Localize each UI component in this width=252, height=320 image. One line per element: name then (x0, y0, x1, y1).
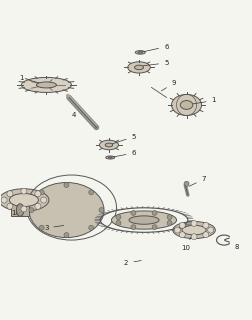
Circle shape (88, 225, 93, 230)
Circle shape (39, 190, 44, 195)
Text: 10: 10 (11, 203, 22, 216)
Text: 10: 10 (181, 233, 192, 251)
Text: 7: 7 (188, 176, 205, 186)
Circle shape (166, 215, 171, 220)
Ellipse shape (36, 82, 56, 88)
Circle shape (115, 215, 120, 220)
Circle shape (151, 210, 156, 215)
Circle shape (131, 225, 135, 230)
Ellipse shape (181, 225, 205, 235)
Text: 6: 6 (112, 150, 136, 157)
Bar (11, 204, 29, 216)
Text: 1: 1 (19, 75, 44, 84)
Circle shape (7, 191, 13, 197)
Ellipse shape (16, 204, 24, 216)
Circle shape (183, 181, 188, 186)
Ellipse shape (129, 216, 159, 224)
Circle shape (21, 206, 27, 212)
Ellipse shape (111, 211, 176, 229)
Ellipse shape (180, 100, 192, 109)
Circle shape (174, 227, 180, 233)
Ellipse shape (171, 94, 201, 116)
Text: 5: 5 (111, 134, 135, 144)
Ellipse shape (134, 65, 143, 70)
Circle shape (35, 203, 41, 209)
Circle shape (151, 225, 156, 230)
Ellipse shape (135, 51, 145, 54)
Ellipse shape (9, 194, 38, 207)
Circle shape (64, 182, 69, 188)
Circle shape (166, 220, 171, 226)
Circle shape (131, 210, 135, 215)
Circle shape (115, 220, 120, 226)
Circle shape (179, 232, 184, 238)
Circle shape (99, 208, 104, 212)
Circle shape (64, 233, 69, 237)
Circle shape (207, 227, 213, 233)
Circle shape (190, 234, 196, 240)
Circle shape (7, 203, 13, 209)
Text: 3: 3 (44, 225, 64, 231)
Ellipse shape (105, 156, 114, 159)
Ellipse shape (29, 182, 104, 237)
Circle shape (41, 197, 47, 203)
Ellipse shape (99, 140, 118, 150)
Ellipse shape (172, 221, 214, 239)
Circle shape (179, 222, 184, 228)
Ellipse shape (137, 52, 142, 53)
Text: 8: 8 (228, 241, 238, 250)
Text: 9: 9 (161, 80, 175, 91)
Circle shape (190, 220, 196, 227)
Ellipse shape (0, 189, 49, 211)
Ellipse shape (105, 143, 112, 147)
Circle shape (35, 191, 41, 197)
Circle shape (202, 232, 208, 238)
Text: 5: 5 (142, 60, 168, 66)
Circle shape (88, 190, 93, 195)
Circle shape (21, 188, 27, 194)
Ellipse shape (127, 62, 150, 73)
Circle shape (39, 225, 44, 230)
Ellipse shape (21, 77, 71, 92)
Circle shape (202, 222, 208, 228)
Ellipse shape (108, 157, 112, 158)
Text: 4: 4 (71, 112, 81, 118)
Text: 2: 2 (123, 260, 141, 266)
Circle shape (29, 208, 34, 212)
Text: 6: 6 (142, 44, 168, 52)
Circle shape (1, 197, 7, 203)
Text: 1: 1 (188, 98, 215, 105)
